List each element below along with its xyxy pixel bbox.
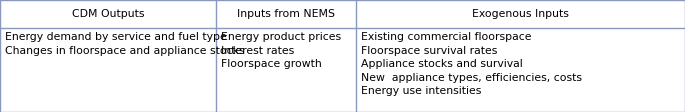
Text: Existing commercial floorspace
Floorspace survival rates
Appliance stocks and su: Existing commercial floorspace Floorspac… [361, 32, 582, 96]
Text: Energy product prices
Interest rates
Floorspace growth: Energy product prices Interest rates Flo… [221, 32, 341, 69]
Text: Exogenous Inputs: Exogenous Inputs [472, 9, 569, 19]
Text: CDM Outputs: CDM Outputs [72, 9, 145, 19]
Text: Energy demand by service and fuel type
Changes in floorspace and appliance stock: Energy demand by service and fuel type C… [5, 32, 245, 56]
Text: Inputs from NEMS: Inputs from NEMS [237, 9, 335, 19]
